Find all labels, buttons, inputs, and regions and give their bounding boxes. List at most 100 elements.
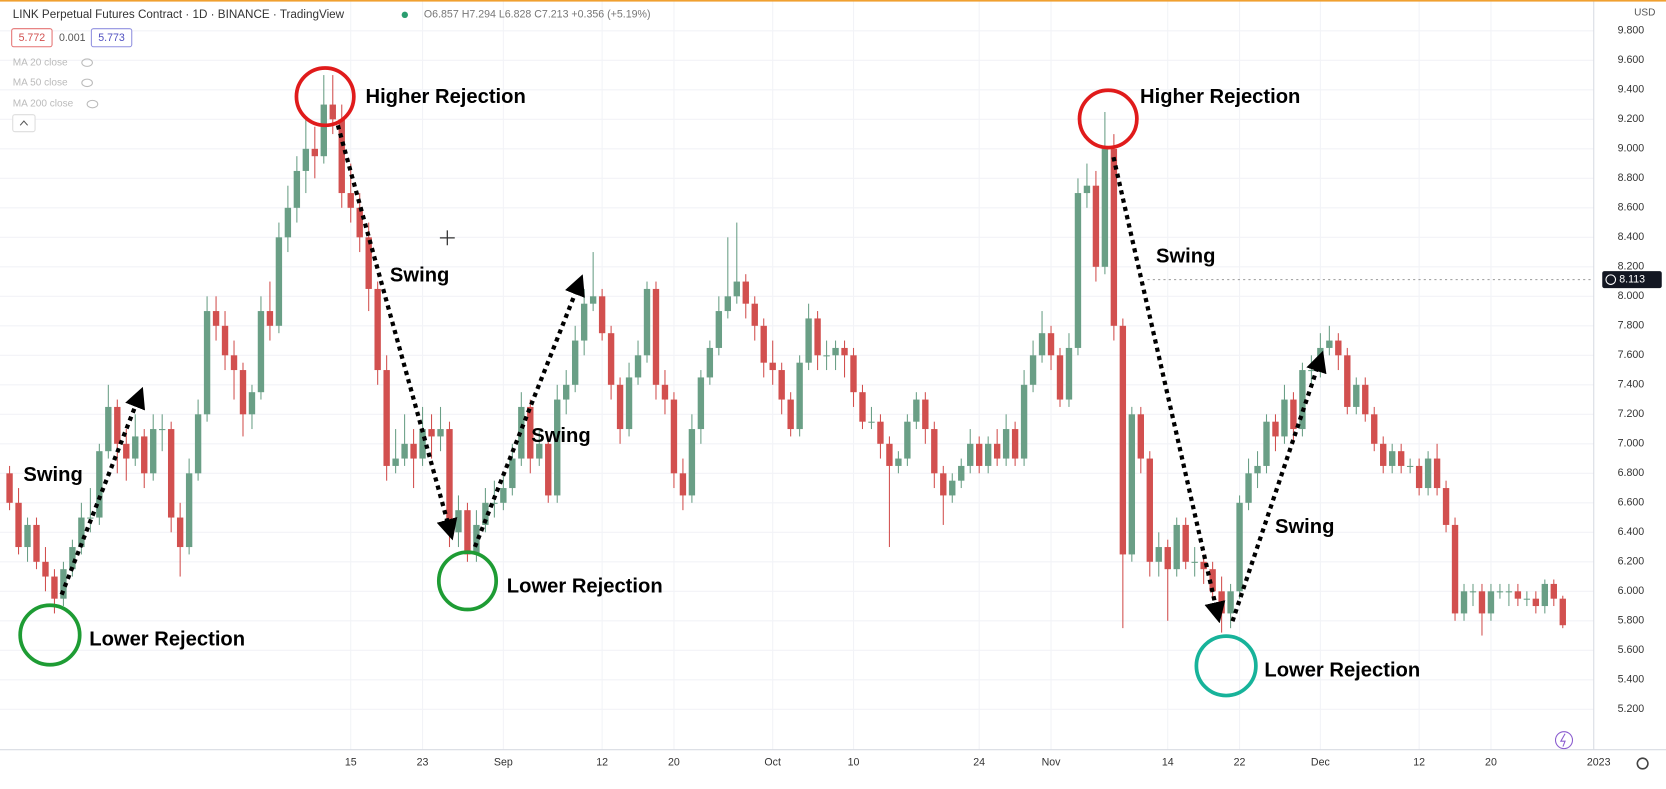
- candle-body: [733, 281, 740, 297]
- x-tick-label: 10: [848, 756, 860, 768]
- x-tick-label: 12: [1413, 756, 1425, 768]
- x-tick-label: 12: [596, 756, 608, 768]
- eye-icon[interactable]: [81, 58, 93, 67]
- candle-body: [69, 547, 76, 570]
- x-tick-label: Oct: [764, 756, 781, 768]
- candle-body: [6, 473, 13, 503]
- annotation-label: Swing: [531, 425, 590, 447]
- y-tick-label: 5.400: [1618, 674, 1645, 686]
- candle-body: [500, 488, 507, 503]
- candle-body: [1478, 591, 1486, 614]
- y-tick-label: 5.200: [1618, 703, 1645, 715]
- candle-body: [482, 502, 489, 525]
- swing-arrow: [1111, 156, 1226, 624]
- indicator[interactable]: MA 200 close: [13, 99, 74, 110]
- candle-body: [814, 318, 821, 356]
- candle-body: [1487, 591, 1495, 614]
- spread: 0.001: [59, 32, 86, 44]
- indicator[interactable]: MA 20 close: [13, 57, 68, 68]
- ask-box[interactable]: [90, 28, 133, 48]
- candle-body: [302, 148, 310, 171]
- y-tick-label: 7.600: [1618, 349, 1645, 361]
- y-tick-label: 5.800: [1618, 615, 1645, 627]
- candle-body: [976, 443, 983, 466]
- candle-body: [1101, 148, 1109, 267]
- candle-body: [778, 370, 785, 400]
- candle-body: [221, 325, 229, 356]
- candle-body: [203, 311, 211, 415]
- annotation-label: Higher Rejection: [366, 86, 526, 108]
- y-tick-label: 6.200: [1618, 556, 1645, 568]
- annotation-shapes: [18, 66, 1327, 698]
- candle-body: [1559, 598, 1566, 626]
- candle-body: [661, 384, 669, 400]
- candle-body: [679, 473, 687, 496]
- collapse-button[interactable]: [12, 114, 36, 133]
- candle-body: [1020, 384, 1028, 459]
- candle-body: [832, 347, 839, 356]
- candle-body: [1532, 598, 1540, 607]
- candle-body: [1326, 340, 1333, 348]
- candle-body: [392, 458, 399, 466]
- y-tick-label: 5.600: [1618, 644, 1645, 656]
- annotations: Higher Rejection Higher Rejection Swing Swi…: [23, 86, 1420, 681]
- candle-body: [634, 355, 642, 378]
- lightning-icon[interactable]: [1554, 731, 1574, 750]
- candle-body: [87, 517, 94, 519]
- candle-body: [724, 296, 731, 312]
- candle-body: [949, 480, 956, 496]
- y-tick-label: 9.600: [1618, 54, 1645, 66]
- candle-body: [1389, 451, 1396, 466]
- candle-body: [446, 429, 453, 533]
- candle-body: [1281, 399, 1288, 437]
- candle-body: [1523, 598, 1531, 600]
- candle-body: [1191, 561, 1198, 563]
- currency[interactable]: USD: [1634, 7, 1655, 18]
- rejection-circle: [1077, 88, 1139, 150]
- candle-body: [760, 325, 767, 363]
- candle-body: [1460, 591, 1468, 614]
- candle-body: [1074, 193, 1082, 348]
- candle-body: [1451, 524, 1459, 614]
- candle-body: [1344, 355, 1351, 407]
- candle-body: [1182, 524, 1189, 562]
- candle-body: [1397, 451, 1405, 466]
- candle-body: [850, 355, 857, 393]
- eye-icon[interactable]: [86, 99, 99, 109]
- candle-body: [1254, 465, 1261, 474]
- x-tick-label: Sep: [494, 756, 513, 768]
- candle-body: [1263, 421, 1270, 466]
- candle-body: [984, 443, 992, 466]
- candle-body: [787, 399, 794, 430]
- candle-body: [1514, 591, 1522, 599]
- x-tick-label: 22: [1234, 756, 1246, 768]
- candle-body: [904, 421, 911, 459]
- candle-body: [509, 458, 516, 489]
- candle-body: [607, 333, 615, 385]
- indicator[interactable]: MA 50 close: [13, 78, 68, 89]
- candle-body: [266, 311, 274, 326]
- candle-body: [437, 429, 444, 437]
- bid-box[interactable]: [11, 28, 53, 48]
- candle-body: [1550, 583, 1557, 599]
- eye-icon[interactable]: [81, 78, 93, 88]
- y-tick-label: 6.400: [1618, 526, 1645, 538]
- candle-body: [33, 524, 40, 562]
- y-tick-label: 8.200: [1618, 261, 1645, 273]
- candle-body: [1038, 333, 1046, 356]
- y-tick-label: 8.400: [1618, 231, 1645, 243]
- settings-icon[interactable]: [1636, 757, 1649, 770]
- candle-body: [1236, 502, 1243, 592]
- candle-body: [967, 443, 974, 466]
- candle-body: [374, 288, 381, 371]
- candle-body: [940, 473, 947, 496]
- candle-body: [931, 429, 938, 474]
- candle-body: [1218, 591, 1225, 614]
- candle-body: [886, 443, 893, 466]
- swing-arrow: [335, 124, 458, 541]
- candle-body: [1335, 340, 1342, 356]
- candle-body: [1505, 591, 1513, 593]
- y-tick-label: 7.400: [1618, 379, 1645, 391]
- candle-body: [697, 377, 705, 430]
